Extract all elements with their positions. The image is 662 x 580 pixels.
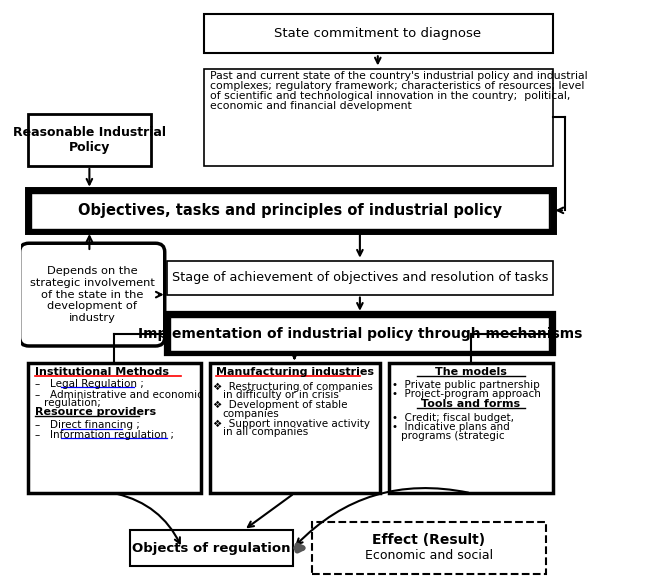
Text: –   Direct financing ;: – Direct financing ; <box>35 420 140 430</box>
Text: companies: companies <box>223 408 279 419</box>
Text: •  Private public partnership: • Private public partnership <box>392 380 540 390</box>
Bar <box>210 363 379 493</box>
Text: of scientific and technological innovation in the country;  political,: of scientific and technological innovati… <box>211 91 571 101</box>
Bar <box>28 363 201 493</box>
Bar <box>28 114 151 166</box>
Bar <box>167 261 553 295</box>
Text: The models: The models <box>434 367 506 377</box>
Text: –   Legal Regulation ;: – Legal Regulation ; <box>35 379 144 389</box>
Bar <box>204 14 553 53</box>
Text: State commitment to diagnose: State commitment to diagnose <box>274 27 481 40</box>
Text: Implementation of industrial policy through mechanisms: Implementation of industrial policy thro… <box>138 327 582 341</box>
Text: Depends on the
strategic involvement
of the state in the
development of
industry: Depends on the strategic involvement of … <box>30 266 155 323</box>
Text: programs (strategic: programs (strategic <box>401 431 504 441</box>
Text: complexes; regulatory framework; characteristics of resources; level: complexes; regulatory framework; charact… <box>211 81 585 91</box>
Text: –   Information regulation ;: – Information regulation ; <box>35 430 174 440</box>
Text: Reasonable Industrial
Policy: Reasonable Industrial Policy <box>13 126 166 154</box>
Text: •  Indicative plans and: • Indicative plans and <box>392 422 510 432</box>
Text: •  Project-program approach: • Project-program approach <box>392 390 541 400</box>
Bar <box>130 530 293 566</box>
Text: economic and financial development: economic and financial development <box>211 101 412 111</box>
Text: Manufacturing industries: Manufacturing industries <box>216 367 374 377</box>
Text: ❖  Restructuring of companies: ❖ Restructuring of companies <box>213 382 373 392</box>
Text: in all companies: in all companies <box>223 427 308 437</box>
Text: •  Credit; fiscal budget,: • Credit; fiscal budget, <box>392 412 514 423</box>
Bar <box>389 363 553 493</box>
Text: –   Administrative and economic: – Administrative and economic <box>35 390 203 400</box>
Text: Objectives, tasks and principles of industrial policy: Objectives, tasks and principles of indu… <box>78 203 502 218</box>
Text: Resource providers: Resource providers <box>35 407 156 418</box>
Text: ❖  Development of stable: ❖ Development of stable <box>213 400 348 411</box>
Bar <box>312 522 546 574</box>
Text: in difficulty or in crisis: in difficulty or in crisis <box>223 390 339 400</box>
Bar <box>169 317 549 351</box>
Text: Institutional Methods: Institutional Methods <box>35 367 169 377</box>
Bar <box>167 314 553 353</box>
Text: Tools and forms: Tools and forms <box>421 399 520 409</box>
Text: Past and current state of the country's industrial policy and industrial: Past and current state of the country's … <box>211 71 588 81</box>
Text: Stage of achievement of objectives and resolution of tasks: Stage of achievement of objectives and r… <box>171 271 548 284</box>
Text: Effect (Result): Effect (Result) <box>373 533 486 547</box>
Bar <box>204 69 553 166</box>
Bar <box>30 193 549 229</box>
FancyBboxPatch shape <box>20 243 165 346</box>
Bar <box>28 190 553 231</box>
Text: regulation;: regulation; <box>44 398 101 408</box>
Text: Objects of regulation: Objects of regulation <box>132 542 291 554</box>
Text: Economic and social: Economic and social <box>365 549 493 562</box>
Text: ❖  Support innovative activity: ❖ Support innovative activity <box>213 419 370 429</box>
